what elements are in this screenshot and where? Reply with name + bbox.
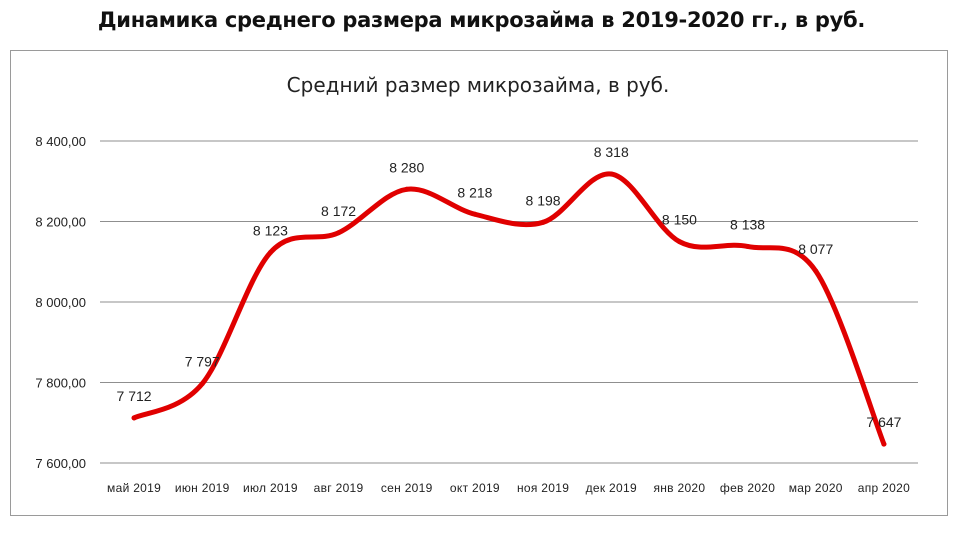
x-tick-label: дек 2019 <box>586 481 637 495</box>
data-point <box>404 186 410 192</box>
x-tick-label: окт 2019 <box>450 481 500 495</box>
x-tick-label: май 2019 <box>107 481 161 495</box>
data-label: 8 318 <box>594 144 629 160</box>
data-label: 8 077 <box>798 241 833 257</box>
x-tick-label: янв 2020 <box>653 481 705 495</box>
data-label: 8 280 <box>389 159 424 175</box>
data-point <box>745 243 751 249</box>
data-point <box>267 249 273 255</box>
data-label: 8 138 <box>730 216 765 232</box>
data-label: 8 123 <box>253 222 288 238</box>
series-line <box>131 171 887 447</box>
x-tick-label: фев 2020 <box>720 481 775 495</box>
x-tick-label: авг 2019 <box>314 481 364 495</box>
data-point <box>199 381 205 387</box>
x-tick-label: июл 2019 <box>243 481 298 495</box>
y-tick-label: 7 600,00 <box>35 456 86 471</box>
y-tick-label: 7 800,00 <box>35 376 86 391</box>
chart-title: Средний размер микрозайма, в руб. <box>287 73 670 97</box>
x-tick-label: июн 2019 <box>175 481 230 495</box>
data-labels: 7 712 7 797 8 123 8 172 8 280 8 218 8 198 8 318… <box>117 144 902 430</box>
chart-frame <box>10 50 948 516</box>
data-point <box>472 211 478 217</box>
data-point <box>131 415 137 421</box>
y-tick-label: 8 000,00 <box>35 295 86 310</box>
data-point <box>540 219 546 225</box>
data-point <box>608 171 614 177</box>
data-label: 7 647 <box>866 414 901 430</box>
page-heading: Динамика среднего размера микрозайма в 2… <box>97 8 866 32</box>
data-label: 7 712 <box>117 388 152 404</box>
data-label: 8 172 <box>321 203 356 219</box>
data-point <box>676 239 682 245</box>
x-tick-label: апр 2020 <box>858 481 910 495</box>
grid-lines <box>100 140 918 464</box>
y-axis: 7 600,00 7 800,00 8 000,00 8 200,00 8 400,00 <box>35 134 86 471</box>
data-point <box>881 441 887 447</box>
y-tick-label: 8 400,00 <box>35 134 86 149</box>
data-label: 8 198 <box>526 192 561 208</box>
data-label: 7 797 <box>185 354 220 370</box>
data-label: 8 150 <box>662 212 697 228</box>
y-tick-label: 8 200,00 <box>35 215 86 230</box>
series-group <box>131 171 887 447</box>
data-point <box>336 230 342 236</box>
x-tick-label: мар 2020 <box>789 481 843 495</box>
x-tick-label: сен 2019 <box>381 481 433 495</box>
x-tick-label: ноя 2019 <box>517 481 569 495</box>
data-point <box>813 268 819 274</box>
data-label: 8 218 <box>457 184 492 200</box>
x-axis: май 2019 июн 2019 июл 2019 авг 2019 сен 2019… <box>107 481 910 495</box>
